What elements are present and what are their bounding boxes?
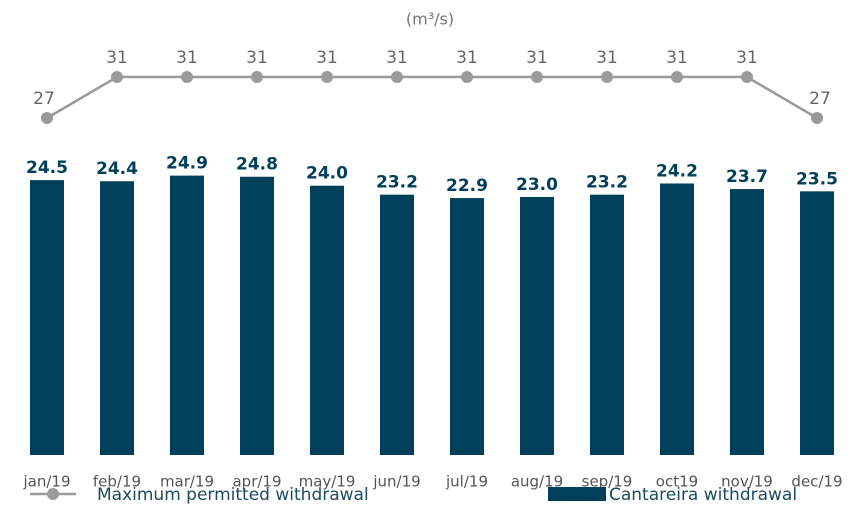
line-point xyxy=(741,71,753,83)
value-label: 24.2 xyxy=(656,161,698,181)
line xyxy=(46,75,818,120)
line-label: 31 xyxy=(176,48,198,68)
x-tick-label: mar/19 xyxy=(160,473,214,491)
legend-label: Cantareira withdrawal xyxy=(609,485,797,505)
line-point xyxy=(531,71,543,83)
bar xyxy=(730,189,764,455)
x-tick-label: may/19 xyxy=(299,473,356,491)
value-label: 24.8 xyxy=(236,155,278,175)
x-tick-label: nov/19 xyxy=(721,473,773,491)
bar xyxy=(170,175,204,455)
value-label: 22.9 xyxy=(446,176,488,196)
legend-label: Maximum permitted withdrawal xyxy=(97,485,369,505)
line-label: 31 xyxy=(666,48,688,68)
x-tick-label: sep/19 xyxy=(582,473,633,491)
x-tick-label: dec/19 xyxy=(791,473,842,491)
unit-label: (m³/s) xyxy=(406,10,454,29)
bar xyxy=(240,176,274,455)
line-label: 31 xyxy=(106,48,128,68)
bar xyxy=(800,191,834,455)
x-tick-label: apr/19 xyxy=(232,473,281,491)
line-point xyxy=(601,71,613,83)
line-point xyxy=(671,71,683,83)
value-label: 23.2 xyxy=(586,173,628,193)
bar xyxy=(590,194,624,456)
value-label: 23.2 xyxy=(376,173,418,193)
bar xyxy=(450,198,484,455)
x-tick-label: aug/19 xyxy=(511,473,563,491)
line-point xyxy=(41,112,53,124)
value-label: 24.9 xyxy=(166,154,208,174)
line-label: 31 xyxy=(246,48,268,68)
bar xyxy=(30,180,64,456)
line-label: 31 xyxy=(596,48,618,68)
value-label: 24.4 xyxy=(96,159,138,179)
line-point xyxy=(391,71,403,83)
line-label: 31 xyxy=(736,48,758,68)
bar xyxy=(100,181,134,455)
legend-swatch xyxy=(548,487,606,501)
line-point xyxy=(461,71,473,83)
line-label: 27 xyxy=(809,89,831,109)
line-label: 31 xyxy=(456,48,478,68)
x-tick-label: jan/19 xyxy=(22,473,70,491)
legend-point xyxy=(47,488,59,500)
bar xyxy=(310,185,344,455)
value-label: 23.5 xyxy=(796,169,838,189)
line-label: 31 xyxy=(386,48,408,68)
bar xyxy=(520,196,554,455)
x-tick-label: jul/19 xyxy=(445,473,488,491)
x-tick-label: jun/19 xyxy=(372,473,420,491)
value-label: 23.7 xyxy=(726,167,768,187)
line-label: 27 xyxy=(33,89,55,109)
line-point xyxy=(811,112,823,124)
line-point xyxy=(111,71,123,83)
x-tick-label: oct19 xyxy=(656,473,698,491)
line-point xyxy=(181,71,193,83)
line-label: 31 xyxy=(316,48,338,68)
value-label: 24.5 xyxy=(26,158,68,178)
line-label: 31 xyxy=(526,48,548,68)
line-point xyxy=(321,71,333,83)
line-point xyxy=(251,71,263,83)
value-label: 24.0 xyxy=(306,164,348,184)
value-label: 23.0 xyxy=(516,175,558,195)
bar xyxy=(660,183,694,455)
bar xyxy=(380,194,414,456)
x-tick-label: feb/19 xyxy=(93,473,141,491)
